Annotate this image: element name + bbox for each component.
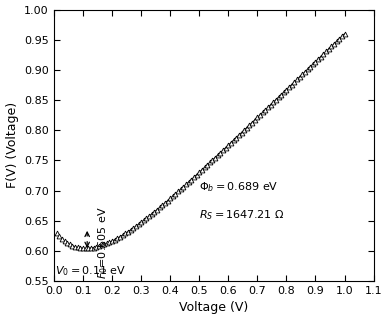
Text: $R_S = 1647.21\ \Omega$: $R_S = 1647.21\ \Omega$ <box>199 209 285 222</box>
X-axis label: Voltage (V): Voltage (V) <box>179 301 248 315</box>
Text: $V_0 = 0.11$ eV: $V_0 = 0.11$ eV <box>55 264 126 277</box>
Text: $\Phi_b = 0.689$ eV: $\Phi_b = 0.689$ eV <box>199 180 279 194</box>
Text: $F_0$=0.605 eV: $F_0$=0.605 eV <box>96 207 110 279</box>
Y-axis label: F(V) (Voltage): F(V) (Voltage) <box>5 102 19 188</box>
